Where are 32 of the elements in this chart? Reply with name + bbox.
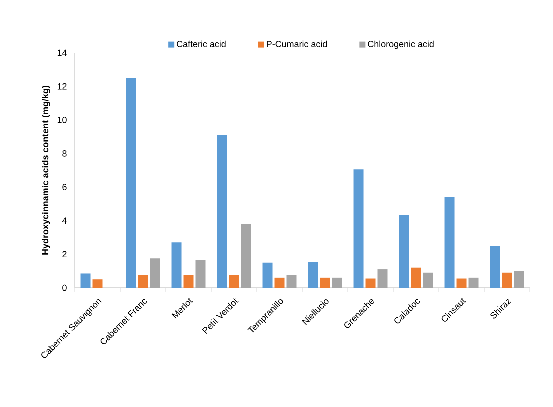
legend-label: Chlorogenic acid	[368, 40, 434, 50]
bar	[126, 78, 136, 288]
bar	[444, 197, 455, 288]
bar	[308, 262, 318, 288]
bar	[411, 268, 422, 288]
bar	[320, 278, 330, 288]
legend-label: P-Cumaric acid	[267, 40, 328, 48]
bar	[399, 214, 410, 288]
y-tick-label: 4	[62, 218, 67, 224]
y-axis-title: Hydroxycinnamic acids content (mg/kg)	[42, 86, 50, 255]
bar	[490, 246, 500, 288]
legend-label: Cafteric acid	[177, 40, 226, 48]
bar	[262, 262, 273, 288]
bar	[138, 275, 148, 288]
y-tick-label: 14	[58, 50, 67, 56]
bar	[274, 278, 285, 288]
y-tick-label: 6	[62, 184, 67, 190]
bar	[456, 278, 467, 288]
bar	[217, 135, 228, 288]
bar	[229, 275, 240, 288]
bar	[366, 278, 376, 288]
bar	[80, 274, 91, 288]
y-tick-label: 10	[58, 116, 67, 124]
bar	[92, 280, 103, 288]
bar	[184, 275, 194, 288]
y-tick-label: 8	[62, 150, 67, 157]
y-tick-label: 2	[62, 251, 67, 258]
bar	[172, 242, 182, 288]
bar	[354, 170, 364, 288]
bar	[502, 272, 512, 288]
y-tick-label: 0	[62, 284, 67, 292]
y-tick-label: 12	[58, 83, 67, 90]
